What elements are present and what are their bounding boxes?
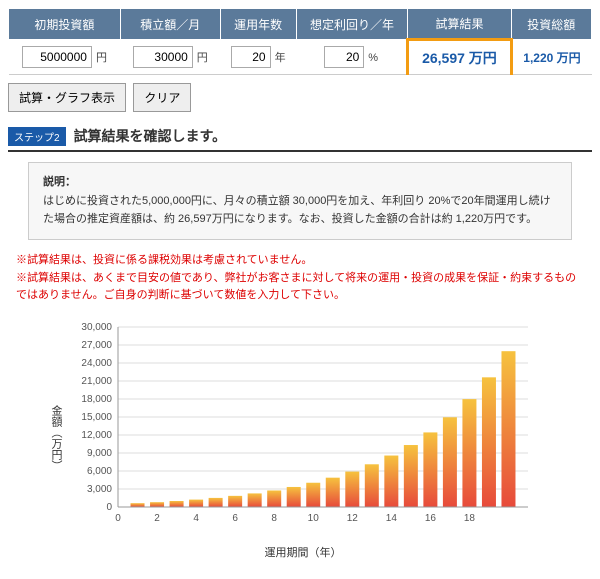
years-input[interactable] (231, 46, 271, 68)
calc-button[interactable]: 試算・グラフ表示 (8, 83, 126, 112)
svg-text:18,000: 18,000 (81, 394, 112, 405)
svg-text:14: 14 (386, 513, 398, 524)
step-badge: ステップ2 (8, 127, 66, 146)
step-title: 試算結果を確認します。 (74, 126, 227, 146)
chart-ylabel: 金額（万円） (48, 405, 64, 471)
svg-text:2: 2 (154, 513, 160, 524)
svg-text:16: 16 (425, 513, 437, 524)
explain-text: はじめに投資された5,000,000円に、月々の積立額 30,000円を加え、年… (43, 192, 557, 229)
svg-text:27,000: 27,000 (81, 340, 112, 351)
unit: 円 (197, 52, 208, 64)
initial-input[interactable] (22, 46, 92, 68)
svg-text:0: 0 (106, 502, 112, 513)
svg-text:15,000: 15,000 (81, 412, 112, 423)
svg-text:12,000: 12,000 (81, 430, 112, 441)
svg-text:9,000: 9,000 (87, 448, 112, 459)
explain-label: 説明： (43, 173, 557, 192)
col-total: 投資総額 (511, 9, 592, 40)
monthly-input[interactable] (133, 46, 193, 68)
growth-chart: 0 3,000 6,000 9,000 12,000 15,000 18,000 21,000… (68, 317, 538, 560)
svg-text:0: 0 (115, 513, 121, 524)
col-rate: 想定利回り／年 (296, 9, 408, 40)
clear-button[interactable]: クリア (133, 83, 191, 112)
input-table: 初期投資額 積立額／月 運用年数 想定利回り／年 試算結果 投資総額 円 円 年… (8, 8, 592, 75)
total-cell: 1,220 万円 (511, 40, 592, 75)
svg-text:3,000: 3,000 (87, 484, 112, 495)
disclaimer-line: ※試算結果は、あくまで目安の値であり、弊社がお客さまに対して将来の運用・投資の成… (16, 270, 584, 305)
svg-text:24,000: 24,000 (81, 358, 112, 369)
disclaimer-line: ※試算結果は、投資に係る課税効果は考慮されていません。 (16, 252, 584, 270)
col-result: 試算結果 (408, 9, 511, 40)
explanation-box: 説明： はじめに投資された5,000,000円に、月々の積立額 30,000円を… (28, 162, 572, 240)
value-row: 円 円 年 % 26,597 万円 1,220 万円 (9, 40, 592, 75)
svg-text:4: 4 (193, 513, 199, 524)
unit: 年 (275, 52, 286, 64)
svg-text:10: 10 (308, 513, 320, 524)
svg-text:21,000: 21,000 (81, 376, 112, 387)
col-monthly: 積立額／月 (120, 9, 220, 40)
col-years: 運用年数 (220, 9, 296, 40)
header-row: 初期投資額 積立額／月 運用年数 想定利回り／年 試算結果 投資総額 (9, 9, 592, 40)
chart-xlabel: 運用期間（年） (68, 544, 538, 560)
svg-text:8: 8 (271, 513, 277, 524)
svg-text:30,000: 30,000 (81, 322, 112, 333)
svg-text:6: 6 (232, 513, 238, 524)
svg-text:18: 18 (464, 513, 476, 524)
step-header: ステップ2 試算結果を確認します。 (8, 126, 592, 152)
result-cell: 26,597 万円 (408, 40, 511, 75)
unit: 円 (96, 52, 107, 64)
svg-text:12: 12 (347, 513, 359, 524)
rate-input[interactable] (324, 46, 364, 68)
unit: % (368, 52, 378, 64)
col-initial: 初期投資額 (9, 9, 121, 40)
disclaimer: ※試算結果は、投資に係る課税効果は考慮されていません。 ※試算結果は、あくまで目… (16, 252, 584, 305)
svg-text:6,000: 6,000 (87, 466, 112, 477)
